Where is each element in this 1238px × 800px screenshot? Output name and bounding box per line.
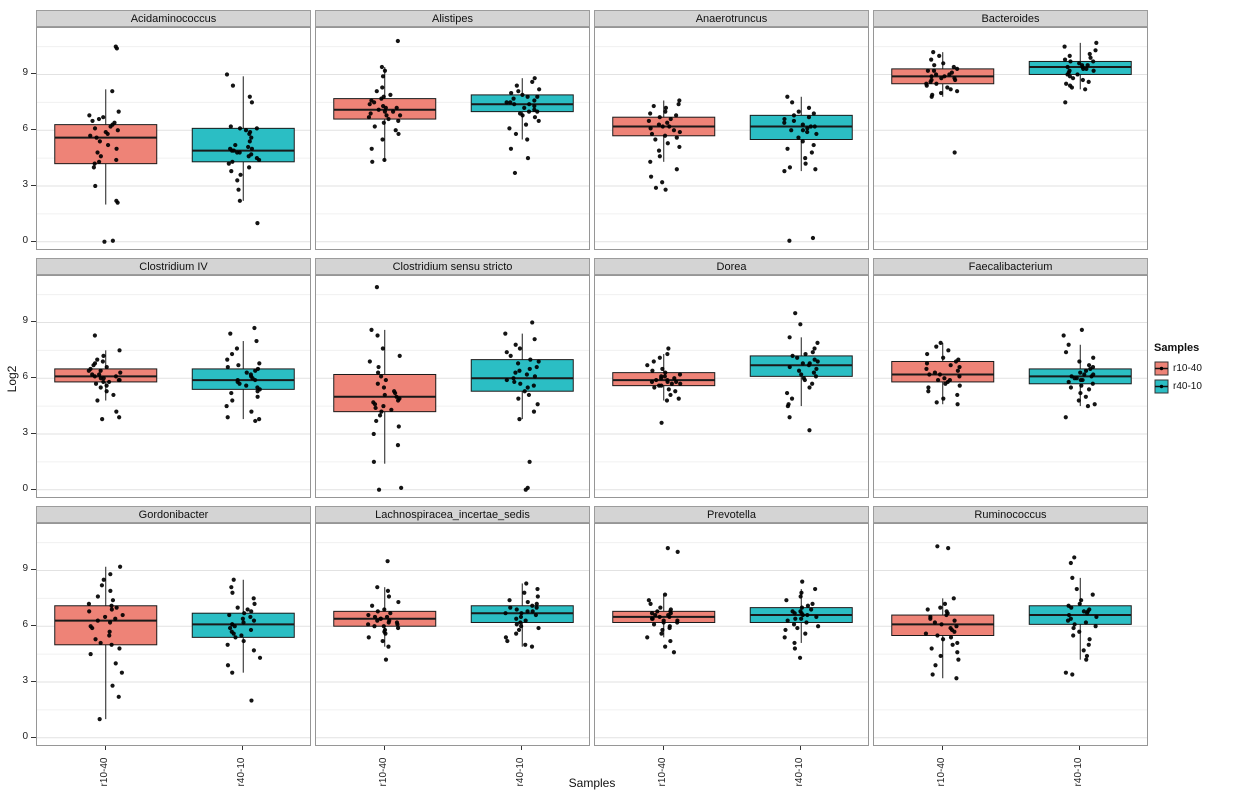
facet-panel-gordonibacter: [36, 523, 311, 746]
legend-key-boxplot-icon: [1154, 379, 1169, 393]
facet-panel-ruminococcus: [873, 523, 1148, 746]
y-axis-title: Log2: [5, 365, 19, 393]
legend-key-boxplot-icon: [1154, 361, 1169, 375]
facet-panel-prevotella: [594, 523, 869, 746]
x-tick-mark: [662, 746, 664, 750]
legend: Samples r10-40 r40-10: [1154, 342, 1238, 395]
y-tick-mark: [31, 129, 36, 131]
legend-title: Samples: [1154, 342, 1200, 354]
y-tick-mark: [31, 625, 36, 627]
facet-strip-anaerotruncus: Anaerotruncus: [594, 10, 869, 27]
y-tick-label: 0: [22, 730, 28, 742]
x-axis-title: Samples: [568, 776, 616, 790]
y-tick-label: 9: [22, 315, 28, 327]
y-tick-mark: [31, 680, 36, 682]
y-tick-label: 6: [22, 123, 28, 135]
y-tick-label: 3: [22, 674, 28, 686]
x-tick-mark: [800, 746, 802, 750]
y-tick-mark: [31, 569, 36, 571]
y-tick-label: 3: [22, 426, 28, 438]
x-tick-mark: [104, 746, 106, 750]
box-clostridium-sensu-stricto-r40-10: [470, 320, 574, 492]
box-clostridium-iv-r10-40: [54, 333, 158, 422]
facet-panel-bacteroides: [873, 27, 1148, 250]
legend-entry-label: r40-10: [1173, 380, 1202, 392]
box-ruminococcus-r10-40: [891, 544, 995, 681]
box-clostridium-sensu-stricto-r10-40: [333, 285, 437, 492]
facet-strip-dorea: Dorea: [594, 258, 869, 275]
facet-strip-clostridium-sensu-stricto: Clostridium sensu stricto: [315, 258, 590, 275]
facet-panel-anaerotruncus: [594, 27, 869, 250]
box-bacteroides-r10-40: [891, 50, 995, 155]
box-gordonibacter-r10-40: [54, 564, 158, 722]
y-tick-label: 9: [22, 67, 28, 79]
box-prevotella-r10-40: [612, 546, 716, 655]
x-tick-mark: [242, 746, 244, 750]
y-tick-label: 9: [22, 563, 28, 575]
legend-entry-r40-10: r40-10: [1154, 377, 1238, 395]
facet-strip-faecalibacterium: Faecalibacterium: [873, 258, 1148, 275]
box-alistipes-r10-40: [333, 38, 437, 164]
facet-strip-lachnospiracea-incertae-sedis: Lachnospiracea_incertae_sedis: [315, 506, 590, 523]
facet-strip-prevotella: Prevotella: [594, 506, 869, 523]
box-acidaminococcus-r10-40: [54, 44, 158, 244]
facet-strip-bacteroides: Bacteroides: [873, 10, 1148, 27]
y-tick-label: 0: [22, 234, 28, 246]
box-dorea-r10-40: [612, 346, 716, 425]
y-tick-label: 0: [22, 482, 28, 494]
facet-panel-alistipes: [315, 27, 590, 250]
box-acidaminococcus-r40-10: [191, 72, 295, 226]
box-alistipes-r40-10: [470, 76, 574, 176]
box-anaerotruncus-r40-10: [749, 94, 853, 243]
box-lachnospiracea-incertae-sedis-r40-10: [470, 581, 574, 649]
y-tick-mark: [31, 184, 36, 186]
facet-panel-faecalibacterium: [873, 275, 1148, 498]
facet-strip-clostridium-iv: Clostridium IV: [36, 258, 311, 275]
y-tick-label: 6: [22, 619, 28, 631]
x-tick-mark: [941, 746, 943, 750]
facet-strip-gordonibacter: Gordonibacter: [36, 506, 311, 523]
box-clostridium-iv-r40-10: [191, 325, 295, 424]
box-dorea-r40-10: [749, 311, 853, 433]
legend-entry-label: r10-40: [1173, 362, 1202, 374]
y-tick-label: 3: [22, 178, 28, 190]
y-tick-mark: [31, 240, 36, 242]
box-lachnospiracea-incertae-sedis-r10-40: [333, 559, 437, 662]
y-tick-mark: [31, 73, 36, 75]
y-tick-mark: [31, 488, 36, 490]
facet-panel-lachnospiracea-incertae-sedis: [315, 523, 590, 746]
box-gordonibacter-r40-10: [191, 577, 295, 703]
x-tick-mark: [1079, 746, 1081, 750]
facet-panel-clostridium-iv: [36, 275, 311, 498]
facet-panel-dorea: [594, 275, 869, 498]
box-ruminococcus-r40-10: [1028, 555, 1132, 677]
facet-strip-alistipes: Alistipes: [315, 10, 590, 27]
legend-entries: r10-40 r40-10: [1154, 359, 1238, 395]
box-bacteroides-r40-10: [1028, 40, 1132, 105]
box-faecalibacterium-r40-10: [1028, 327, 1132, 420]
facet-strip-acidaminococcus: Acidaminococcus: [36, 10, 311, 27]
box-faecalibacterium-r10-40: [891, 340, 995, 407]
facet-strip-ruminococcus: Ruminococcus: [873, 506, 1148, 523]
y-tick-mark: [31, 736, 36, 738]
y-tick-mark: [31, 377, 36, 379]
x-tick-mark: [383, 746, 385, 750]
y-tick-mark: [31, 432, 36, 434]
y-tick-mark: [31, 321, 36, 323]
facet-panel-clostridium-sensu-stricto: [315, 275, 590, 498]
x-tick-mark: [521, 746, 523, 750]
legend-entry-r10-40: r10-40: [1154, 359, 1238, 377]
box-prevotella-r40-10: [749, 579, 853, 660]
facet-panel-acidaminococcus: [36, 27, 311, 250]
box-anaerotruncus-r10-40: [612, 98, 716, 192]
y-tick-label: 6: [22, 371, 28, 383]
